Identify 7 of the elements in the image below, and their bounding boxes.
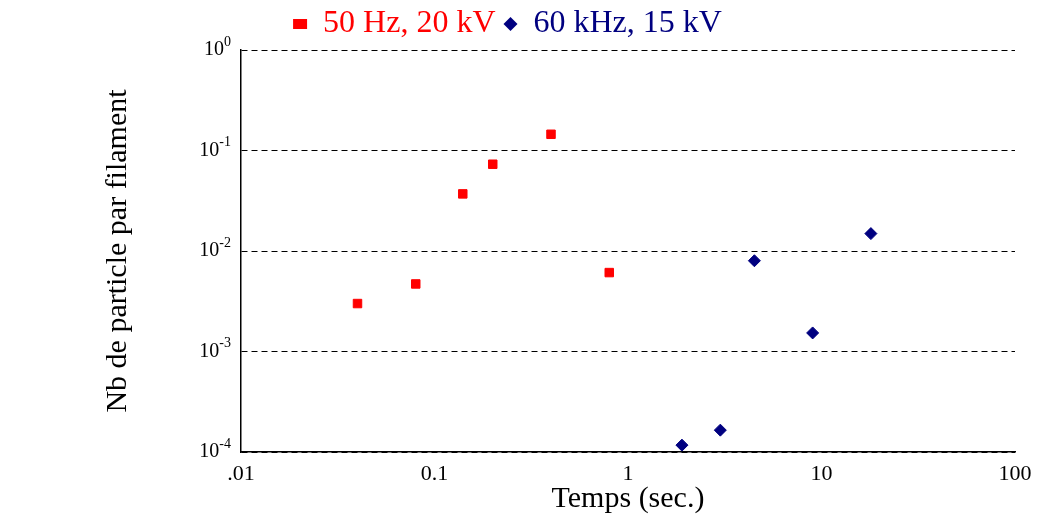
y-axis-title: Nb de particle par filament bbox=[98, 88, 132, 413]
x-tick-label: 10 bbox=[810, 459, 833, 485]
x-tick-label: .01 bbox=[227, 459, 255, 485]
x-tick-label: 0.1 bbox=[420, 459, 449, 485]
x-tick-label: 100 bbox=[998, 459, 1032, 485]
legend-label: 50 Hz, 20 kV bbox=[323, 3, 496, 40]
legend-label: 60 kHz, 15 kV bbox=[533, 3, 722, 40]
